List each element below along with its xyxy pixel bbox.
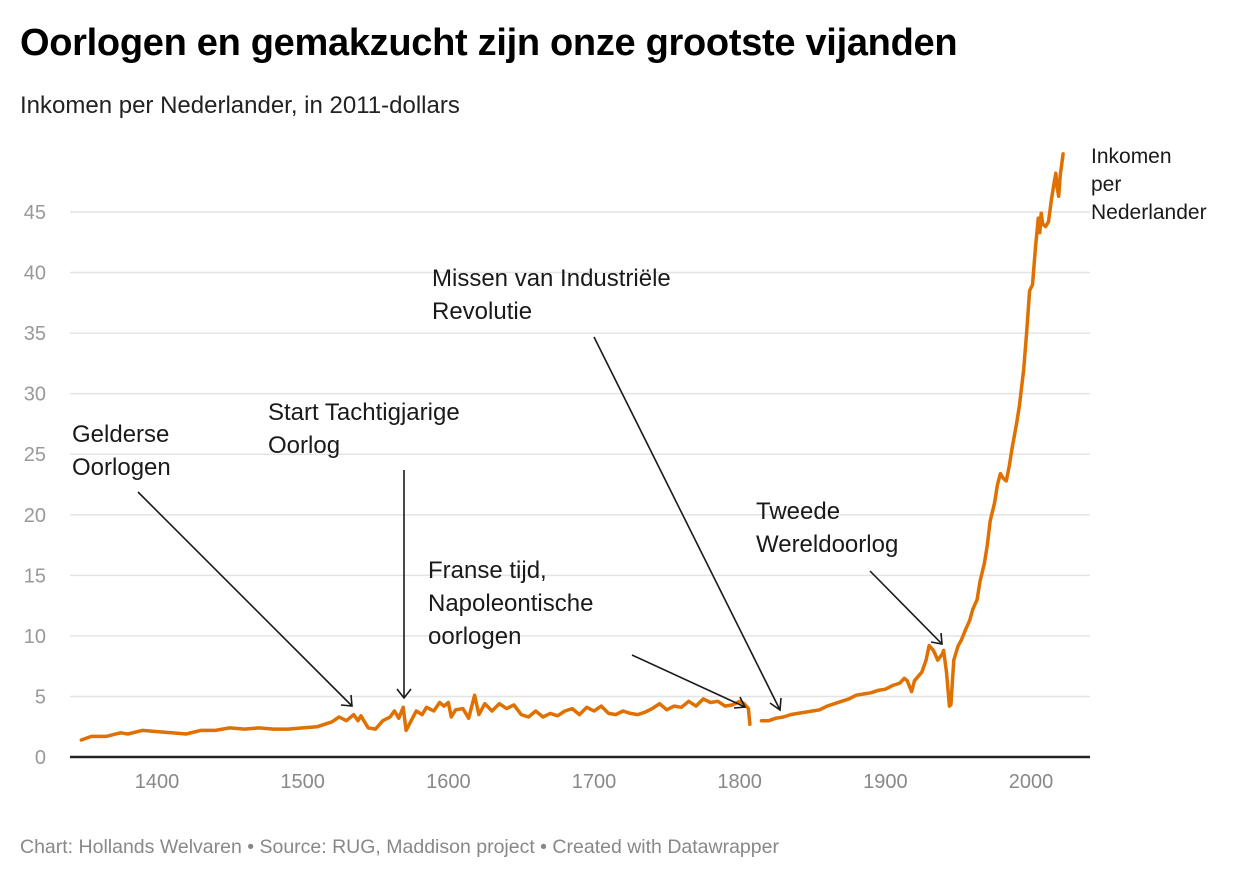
x-axis-labels: 1400 1500 1600 1700 1800 1900 2000 <box>135 771 1054 793</box>
annotation-text: Oorlogen <box>72 454 171 481</box>
y-tick-label: 25 <box>24 444 46 466</box>
annotation-arrows <box>137 336 943 712</box>
x-tick-label: 1500 <box>280 771 325 793</box>
series-label-text: per <box>1091 173 1121 196</box>
y-tick-label: 0 <box>35 747 46 769</box>
y-tick-label: 45 <box>24 202 46 224</box>
chart-footer: Chart: Hollands Welvaren • Source: RUG, … <box>20 836 779 858</box>
annotation-text: Oorlog <box>268 432 340 459</box>
arrow-franse-tijd <box>631 654 746 708</box>
annotation-text: Gelderse <box>72 421 169 448</box>
arrowhead-icon <box>733 696 747 709</box>
y-tick-label: 35 <box>24 323 46 345</box>
y-tick-label: 40 <box>24 263 46 285</box>
y-tick-label: 15 <box>24 565 46 587</box>
chart-subtitle: Inkomen per Nederlander, in 2011-dollars <box>20 92 460 119</box>
series-label-text: Inkomen <box>1091 145 1172 168</box>
arrow-gelderse <box>137 491 353 707</box>
arrowhead-icon <box>769 697 782 712</box>
annotation-text: Wereldoorlog <box>756 531 898 558</box>
chart-title: Oorlogen en gemakzucht zijn onze grootst… <box>20 22 958 64</box>
x-tick-label: 1800 <box>717 771 762 793</box>
arrow-industriele-revolutie <box>593 336 781 711</box>
y-axis-labels: 0 5 10 15 20 25 30 35 40 45 <box>24 202 46 769</box>
y-tick-label: 30 <box>24 384 46 406</box>
series-line-segment <box>79 693 752 742</box>
arrowhead-icon <box>930 632 943 645</box>
arrow-tweede-wereldoorlog <box>869 570 943 645</box>
annotation-text: Revolutie <box>432 298 532 325</box>
annotation-text: Napoleontische <box>428 590 593 617</box>
gridlines <box>70 211 1090 698</box>
series-label-text: Nederlander <box>1091 201 1207 224</box>
y-tick-label: 5 <box>35 686 46 708</box>
annotation-text: Tweede <box>756 498 840 525</box>
annotations: Gelderse Oorlogen Start Tachtigjarige Oorlo… <box>72 265 898 650</box>
series-lines <box>79 152 1065 742</box>
annotation-text: oorlogen <box>428 623 521 650</box>
annotation-text: Missen van Industriële <box>432 265 671 292</box>
x-tick-label: 1900 <box>863 771 908 793</box>
x-tick-label: 2000 <box>1009 771 1054 793</box>
x-tick-label: 1600 <box>426 771 471 793</box>
annotation-text: Start Tachtigjarige <box>268 399 460 426</box>
x-tick-label: 1700 <box>572 771 617 793</box>
series-label: Inkomen per Nederlander <box>1091 145 1207 224</box>
x-tick-label: 1400 <box>135 771 180 793</box>
y-tick-label: 20 <box>24 505 46 527</box>
series-line-segment <box>759 152 1065 723</box>
arrowhead-icon <box>340 694 353 707</box>
annotation-text: Franse tijd, <box>428 557 547 584</box>
arrowhead-icon <box>396 688 412 700</box>
y-tick-label: 10 <box>24 626 46 648</box>
